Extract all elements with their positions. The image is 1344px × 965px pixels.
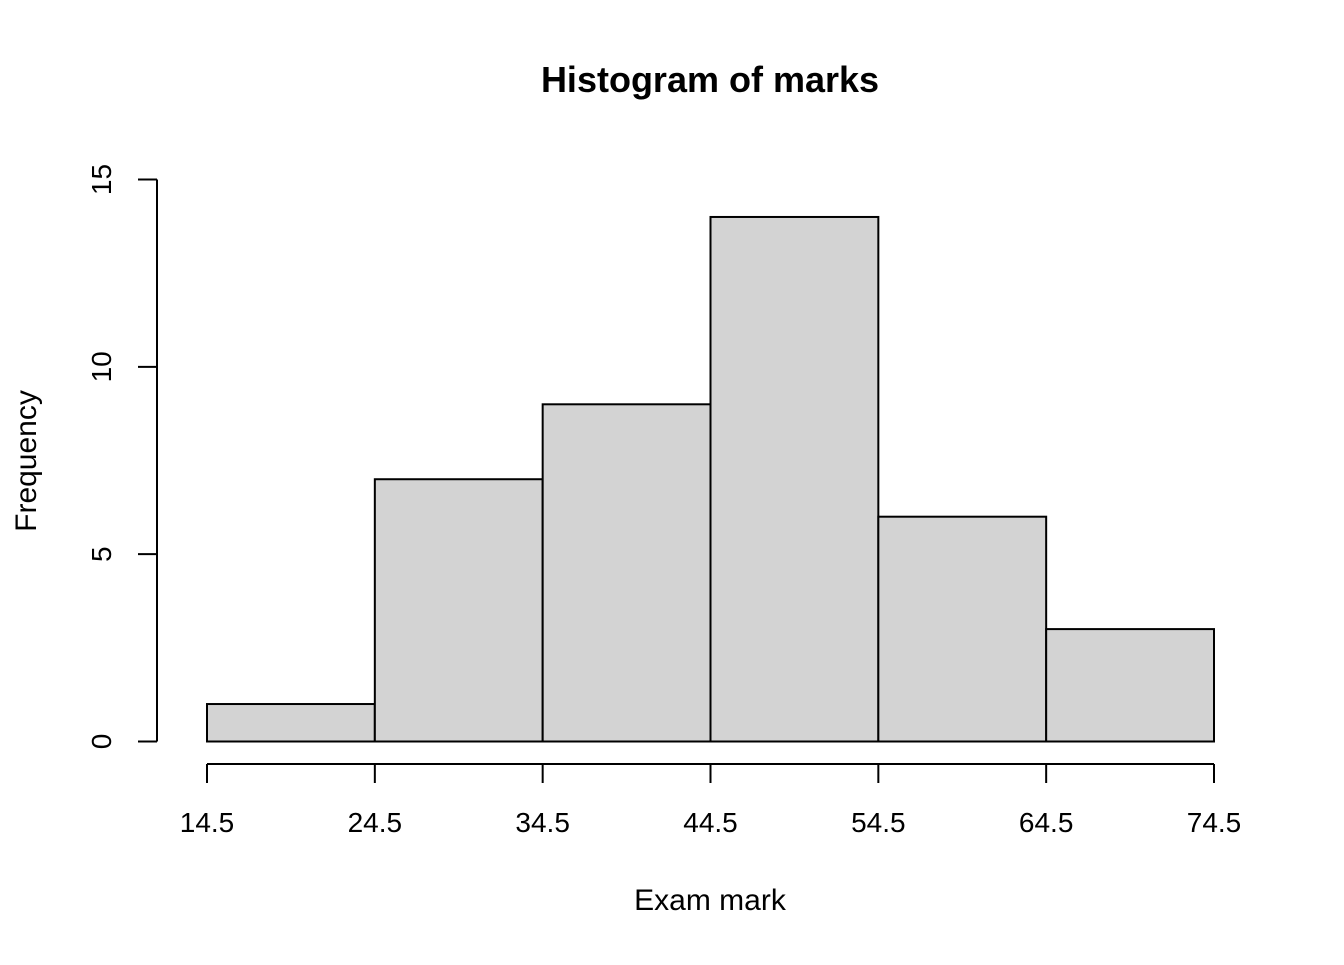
- chart-title: Histogram of marks: [541, 59, 879, 100]
- histogram-bar-3: [709, 215, 880, 743]
- x-axis-label: Exam mark: [634, 884, 787, 917]
- x-tick-label-4: 54.5: [851, 807, 906, 838]
- y-tick-label-1: 5: [86, 546, 117, 562]
- x-tick-label-6: 74.5: [1187, 807, 1242, 838]
- x-tick-label-5: 64.5: [1019, 807, 1074, 838]
- histogram-bar-5: [1045, 628, 1215, 743]
- x-tick-label-3: 44.5: [683, 807, 738, 838]
- x-tick-label-1: 24.5: [348, 807, 403, 838]
- histogram-bar-1: [373, 478, 544, 743]
- bars-group: [206, 215, 1215, 743]
- y-tick-label-2: 10: [86, 351, 117, 382]
- y-tick-label-3: 15: [86, 164, 117, 195]
- x-tick-label-2: 34.5: [515, 807, 570, 838]
- y-axis-label: Frequency: [10, 390, 43, 532]
- histogram-bar-2: [541, 403, 712, 743]
- x-tick-label-0: 14.5: [180, 807, 235, 838]
- histogram-bar-0: [206, 703, 376, 743]
- x-axis: 14.5 24.5 34.5 44.5 54.5 64.5 74.5: [180, 763, 1242, 838]
- y-axis: 0 5 10 15: [86, 164, 158, 750]
- histogram-bar-4: [877, 515, 1048, 743]
- y-tick-label-0: 0: [86, 734, 117, 750]
